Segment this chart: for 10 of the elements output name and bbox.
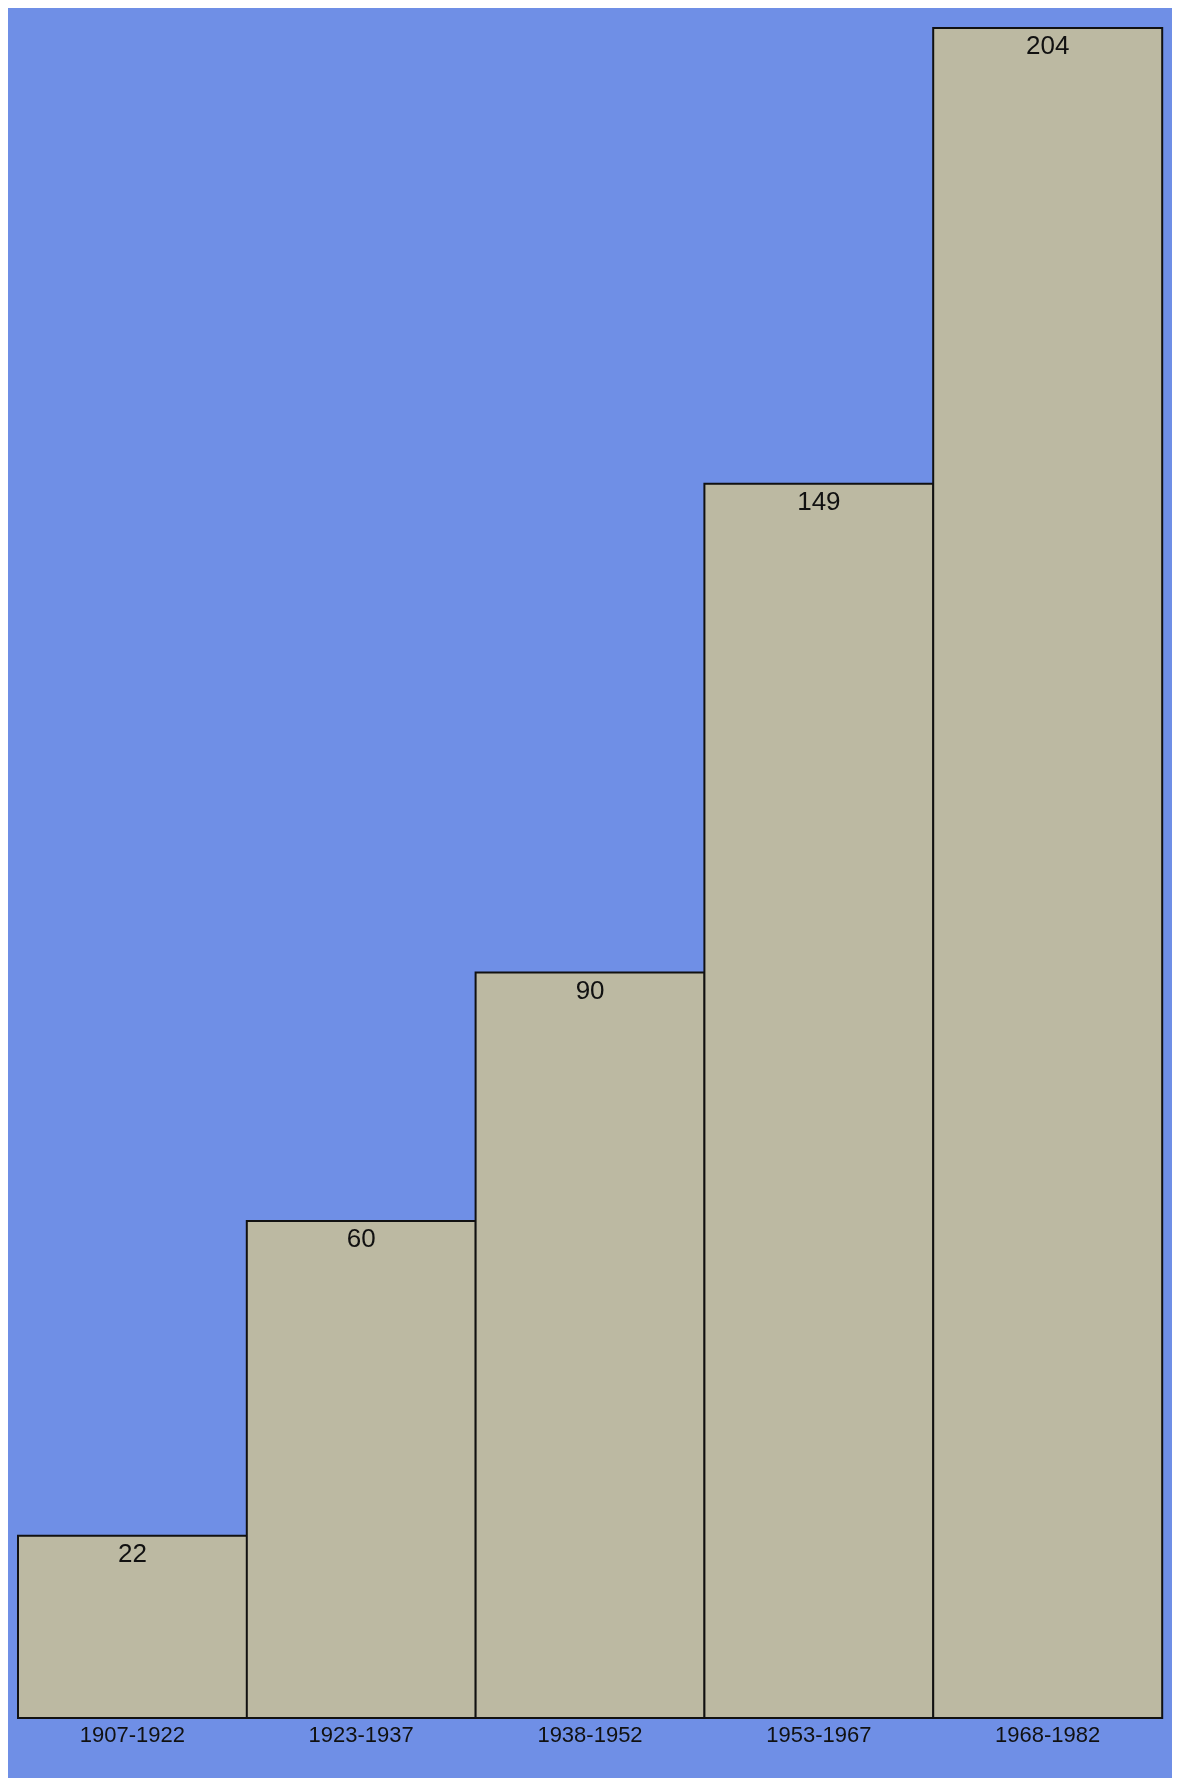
data-label: 90 xyxy=(575,974,605,1005)
data-label: 60 xyxy=(346,1223,376,1254)
x-tick-label: 1953-1967 xyxy=(766,1721,872,1747)
data-label: 22 xyxy=(118,1538,147,1569)
x-tick-label: 1938-1952 xyxy=(537,1721,643,1747)
data-label: 149 xyxy=(797,486,841,517)
x-tick-label: 1923-1937 xyxy=(308,1721,414,1747)
x-tick-label: 1968-1982 xyxy=(994,1721,1101,1747)
data-label: 204 xyxy=(1026,30,1070,61)
x-tick-label: 1907-1922 xyxy=(79,1721,186,1747)
